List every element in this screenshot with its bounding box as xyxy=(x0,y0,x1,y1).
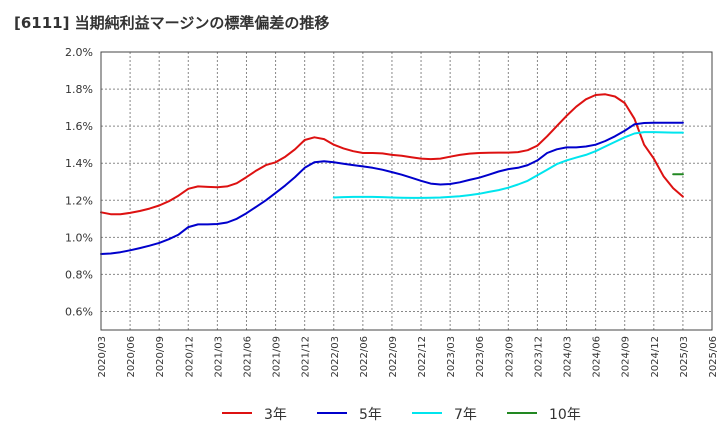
series-line-1 xyxy=(100,93,684,216)
x-tick-label: 2021/03 xyxy=(213,336,224,378)
legend: 3年 5年 7年 10年 xyxy=(222,407,581,423)
x-tick-label: 2022/06 xyxy=(359,336,370,378)
grid-lines xyxy=(100,51,713,330)
legend-label: 3年 xyxy=(264,407,287,423)
x-tick-label: 2023/03 xyxy=(446,336,457,378)
x-tick-label: 2024/06 xyxy=(592,336,603,378)
x-tick-label: 2022/03 xyxy=(330,336,341,378)
x-tick-label: 2024/03 xyxy=(563,336,574,378)
x-tick-label: 2021/09 xyxy=(272,336,283,378)
x-axis-ticks: 2020/03 2020/06 2020/09 2020/12 2021/03 2021/… xyxy=(97,336,719,378)
legend-label: 10年 xyxy=(549,407,581,423)
x-tick-label: 2025/03 xyxy=(679,336,690,378)
x-tick-label: 2021/12 xyxy=(301,336,312,378)
y-tick-label: 1.4% xyxy=(65,157,93,170)
series-lines xyxy=(100,93,684,255)
y-tick-label: 2.0% xyxy=(65,46,93,59)
y-axis-ticks: 0.6% 0.8% 1.0% 1.2% 1.4% 1.6% 1.8% 2.0% xyxy=(65,46,93,318)
x-tick-label: 2024/12 xyxy=(650,336,661,378)
y-tick-label: 1.8% xyxy=(65,83,93,96)
x-tick-label: 2022/12 xyxy=(417,336,428,378)
x-tick-label: 2020/03 xyxy=(97,336,108,378)
legend-label: 7年 xyxy=(454,407,477,423)
y-tick-label: 0.8% xyxy=(65,268,93,281)
x-tick-label: 2020/06 xyxy=(126,336,137,378)
x-tick-label: 2020/12 xyxy=(184,336,195,378)
y-tick-label: 1.2% xyxy=(65,194,93,207)
x-tick-label: 2021/06 xyxy=(242,336,253,378)
x-tick-label: 2025/06 xyxy=(708,336,719,378)
x-tick-label: 2020/09 xyxy=(155,336,166,378)
y-tick-label: 0.6% xyxy=(65,305,93,318)
y-tick-label: 1.6% xyxy=(65,120,93,133)
x-tick-label: 2024/09 xyxy=(621,336,632,378)
x-tick-label: 2023/06 xyxy=(475,336,486,378)
x-tick-label: 2022/09 xyxy=(388,336,399,378)
x-tick-label: 2023/09 xyxy=(504,336,515,378)
y-tick-label: 1.0% xyxy=(65,231,93,244)
x-tick-label: 2023/12 xyxy=(533,336,544,378)
series-line-3 xyxy=(332,131,684,199)
chart-title: [6111] 当期純利益マージンの標準偏差の推移 xyxy=(14,14,330,32)
series-line-2 xyxy=(100,121,684,255)
plot-frame xyxy=(100,51,713,331)
legend-label: 5年 xyxy=(359,407,382,423)
